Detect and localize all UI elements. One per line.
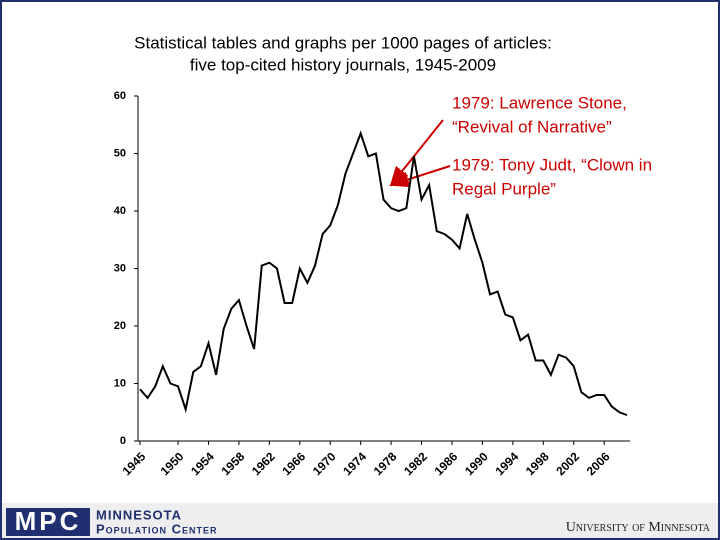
y-tick-label: 20	[114, 320, 126, 332]
y-tick-label: 0	[120, 435, 126, 447]
annotation: 1979: Lawrence Stone,	[452, 93, 627, 112]
arrow	[389, 165, 451, 188]
y-tick-label: 50	[114, 147, 126, 159]
logo-text: MPC	[15, 506, 82, 536]
university: University of Minnesota	[566, 520, 711, 535]
annotation: Regal Purple”	[452, 179, 556, 198]
logo-box	[6, 508, 90, 536]
title-line: Statistical tables and graphs per 1000 p…	[134, 33, 552, 52]
y-tick-label: 30	[114, 262, 126, 274]
y-tick-label: 40	[114, 205, 126, 217]
org-name: Minnesota	[96, 507, 182, 522]
org-name: Population Center	[96, 521, 218, 536]
y-tick-label: 60	[114, 90, 126, 102]
annotation: 1979: Tony Judt, “Clown in	[452, 155, 652, 174]
annotation: “Revival of Narrative”	[452, 117, 612, 136]
y-tick-label: 10	[114, 377, 126, 389]
data-line	[139, 130, 628, 417]
footer-bar	[2, 503, 718, 538]
logo: MPC	[6, 506, 90, 536]
title-line: five top-cited history journals, 1945-20…	[190, 55, 496, 74]
